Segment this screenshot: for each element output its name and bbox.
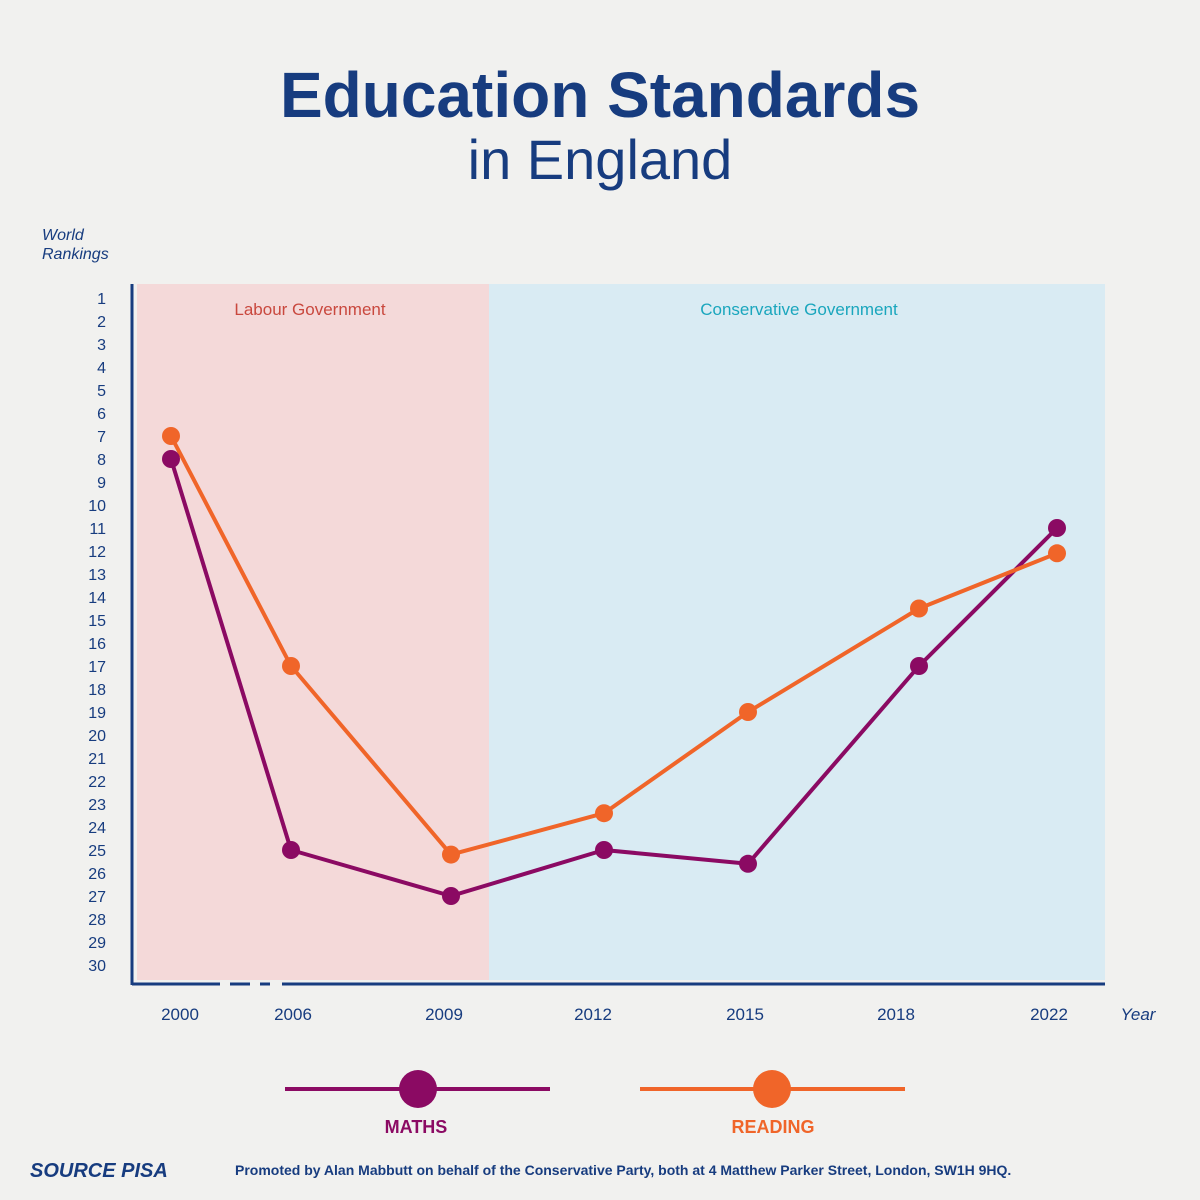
title-line-2: in England xyxy=(467,128,733,192)
region-label-conservative: Conservative Government xyxy=(700,300,898,319)
y-tick-label: 5 xyxy=(97,383,106,400)
y-tick-label: 6 xyxy=(97,406,106,423)
x-tick-label: 2000 xyxy=(161,1005,199,1024)
x-tick-label: 2018 xyxy=(877,1005,915,1024)
region-labour xyxy=(137,284,489,980)
y-tick-label: 30 xyxy=(88,958,106,975)
title-line-1: Education Standards xyxy=(279,59,921,131)
region-label-labour: Labour Government xyxy=(234,300,385,319)
y-tick-label: 17 xyxy=(88,659,106,676)
legend-marker-maths xyxy=(399,1070,437,1108)
data-point-reading xyxy=(162,427,180,445)
chart-title: Education Standards in England xyxy=(0,59,1200,192)
data-point-reading xyxy=(1048,544,1066,563)
x-tick-label: 2015 xyxy=(726,1005,764,1024)
data-point-reading xyxy=(282,657,300,675)
data-point-maths xyxy=(282,841,300,859)
y-tick-label: 29 xyxy=(88,935,106,952)
y-tick-label: 26 xyxy=(88,866,106,883)
y-tick-label: 11 xyxy=(89,521,106,538)
y-tick-label: 1 xyxy=(97,291,106,308)
legend-label-maths: MATHS xyxy=(385,1117,448,1137)
y-tick-label: 9 xyxy=(97,475,106,492)
y-tick-label: 2 xyxy=(97,314,106,331)
source-label: SOURCE PISA xyxy=(30,1160,168,1182)
y-tick-label: 12 xyxy=(88,544,106,561)
data-point-maths xyxy=(739,854,757,873)
data-point-maths xyxy=(442,887,460,905)
y-tick-label: 10 xyxy=(88,498,106,515)
legend-marker-reading xyxy=(753,1070,791,1108)
data-point-maths xyxy=(1048,519,1066,537)
x-tick-label: 2009 xyxy=(425,1005,463,1024)
y-tick-label: 13 xyxy=(88,567,106,584)
legend-label-reading: READING xyxy=(731,1117,814,1137)
data-point-maths xyxy=(162,450,180,468)
y-tick-label: 23 xyxy=(88,797,106,814)
data-point-reading xyxy=(442,845,460,864)
promoted-by-text: Promoted by Alan Mabbutt on behalf of th… xyxy=(235,1162,1012,1178)
y-tick-label: 18 xyxy=(88,682,106,699)
x-tick-label: 2012 xyxy=(574,1005,612,1024)
y-tick-label: 27 xyxy=(88,889,106,906)
y-tick-label: 7 xyxy=(97,429,106,446)
region-conservative xyxy=(489,284,1105,980)
y-tick-label: 15 xyxy=(88,613,106,630)
y-tick-label: 14 xyxy=(88,590,106,607)
y-tick-label: 25 xyxy=(88,843,106,860)
y-tick-label: 24 xyxy=(88,820,106,837)
data-point-maths xyxy=(595,841,613,859)
y-axis-label: World Rankings xyxy=(42,227,109,263)
y-tick-label: 16 xyxy=(88,636,106,653)
x-axis-label: Year xyxy=(1121,1005,1157,1024)
data-point-maths xyxy=(910,657,928,675)
y-tick-label: 22 xyxy=(88,774,106,791)
y-tick-label: 21 xyxy=(88,751,106,768)
x-tick-label: 2022 xyxy=(1030,1005,1068,1024)
x-tick-label: 2006 xyxy=(274,1005,312,1024)
y-tick-label: 20 xyxy=(88,728,106,745)
y-tick-label: 19 xyxy=(88,705,106,722)
y-tick-label: 4 xyxy=(97,360,106,377)
data-point-reading xyxy=(595,804,613,823)
y-tick-label: 3 xyxy=(97,337,106,354)
y-tick-label: 8 xyxy=(97,452,106,469)
data-point-reading xyxy=(910,599,928,618)
y-tick-label: 28 xyxy=(88,912,106,929)
data-point-reading xyxy=(739,703,757,721)
